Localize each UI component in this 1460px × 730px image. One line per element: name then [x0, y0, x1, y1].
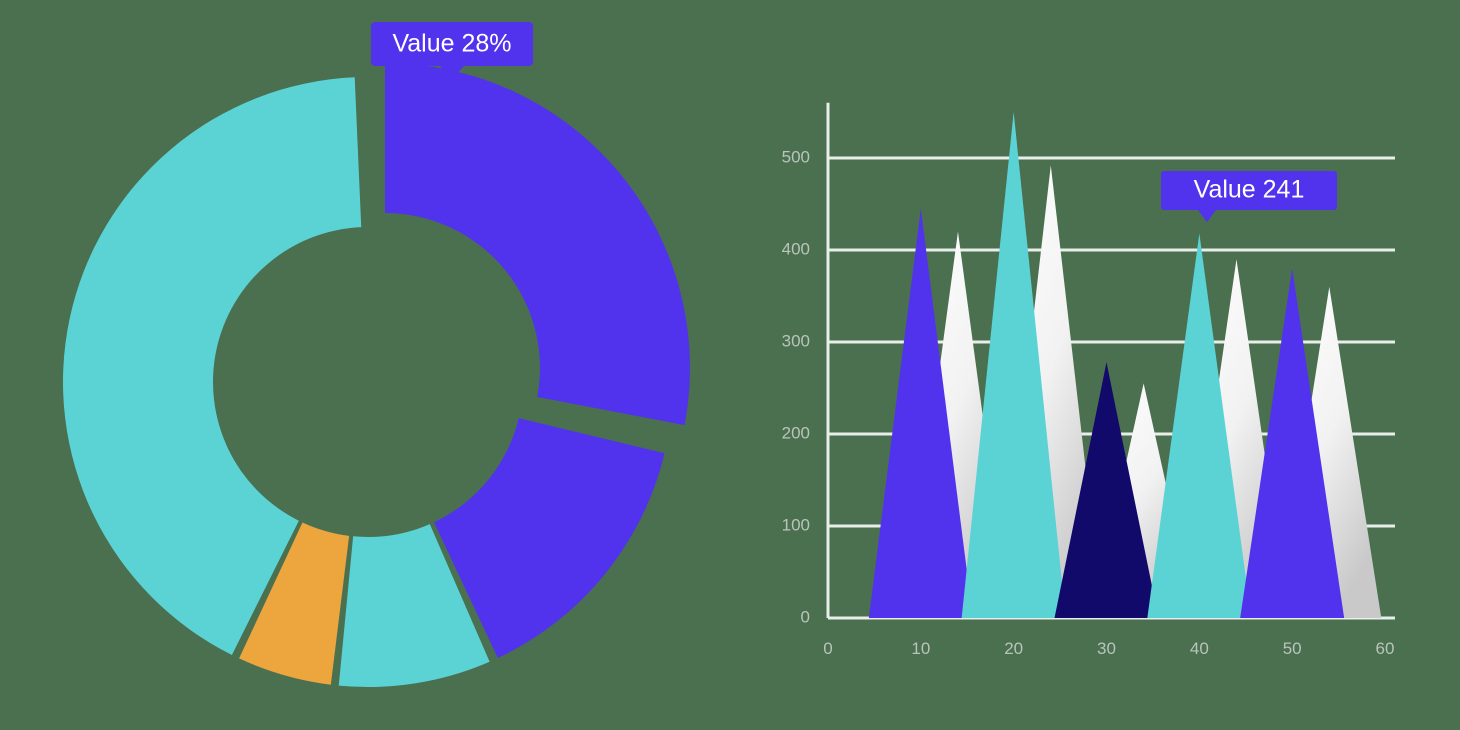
x-tick-label-30: 30: [1097, 639, 1116, 658]
donut-tooltip[interactable]: Value 28%: [371, 22, 533, 79]
slice-purple-second[interactable]: [433, 418, 665, 658]
mountain-peak-4[interactable]: [1240, 268, 1345, 618]
mountain-chart-svg: 0 100 200 300 400 500 0 10 20 30 40 50 60 Value 241: [782, 102, 1395, 658]
donut-tooltip-label: Value 28%: [392, 30, 511, 58]
mountain-peak-0[interactable]: [868, 208, 973, 618]
x-tick-label-0: 0: [823, 639, 832, 658]
mountain-tooltip[interactable]: Value 241: [1161, 171, 1337, 222]
x-tick-label-60: 60: [1376, 639, 1395, 658]
y-tick-label-0: 0: [801, 607, 810, 626]
donut-slices-group[interactable]: [63, 62, 690, 687]
mountain-peak-3[interactable]: [1147, 233, 1252, 618]
y-tick-label-300: 300: [782, 331, 810, 350]
donut-chart-svg: Value 28%: [63, 22, 690, 687]
y-tick-label-500: 500: [782, 147, 810, 166]
x-axis-labels-group: 0 10 20 30 40 50 60: [823, 639, 1394, 658]
y-tick-label-400: 400: [782, 239, 810, 258]
slice-teal-small[interactable]: [338, 524, 490, 687]
mountain-peak-1[interactable]: [961, 112, 1066, 618]
y-axis-labels-group: 0 100 200 300 400 500: [782, 147, 810, 626]
mountain-tooltip-label: Value 241: [1194, 176, 1305, 204]
x-tick-label-40: 40: [1190, 639, 1209, 658]
y-tick-label-200: 200: [782, 423, 810, 442]
slice-teal-large[interactable]: [63, 77, 362, 655]
mountain-peak-2[interactable]: [1054, 362, 1159, 618]
slice-purple-exploded[interactable]: [384, 62, 690, 426]
mountain-tooltip-bubble: [1161, 171, 1337, 222]
donut-tooltip-bubble: [371, 22, 533, 79]
x-tick-label-10: 10: [911, 639, 930, 658]
mountain-peaks-group[interactable]: [868, 112, 1345, 618]
x-tick-label-50: 50: [1283, 639, 1302, 658]
donut-chart-panel: Value 28%: [63, 22, 690, 687]
mountain-chart-panel: 0 100 200 300 400 500 0 10 20 30 40 50 60 Value 241: [730, 0, 1460, 730]
y-tick-label-100: 100: [782, 515, 810, 534]
x-tick-label-20: 20: [1004, 639, 1023, 658]
slice-orange[interactable]: [239, 522, 350, 685]
